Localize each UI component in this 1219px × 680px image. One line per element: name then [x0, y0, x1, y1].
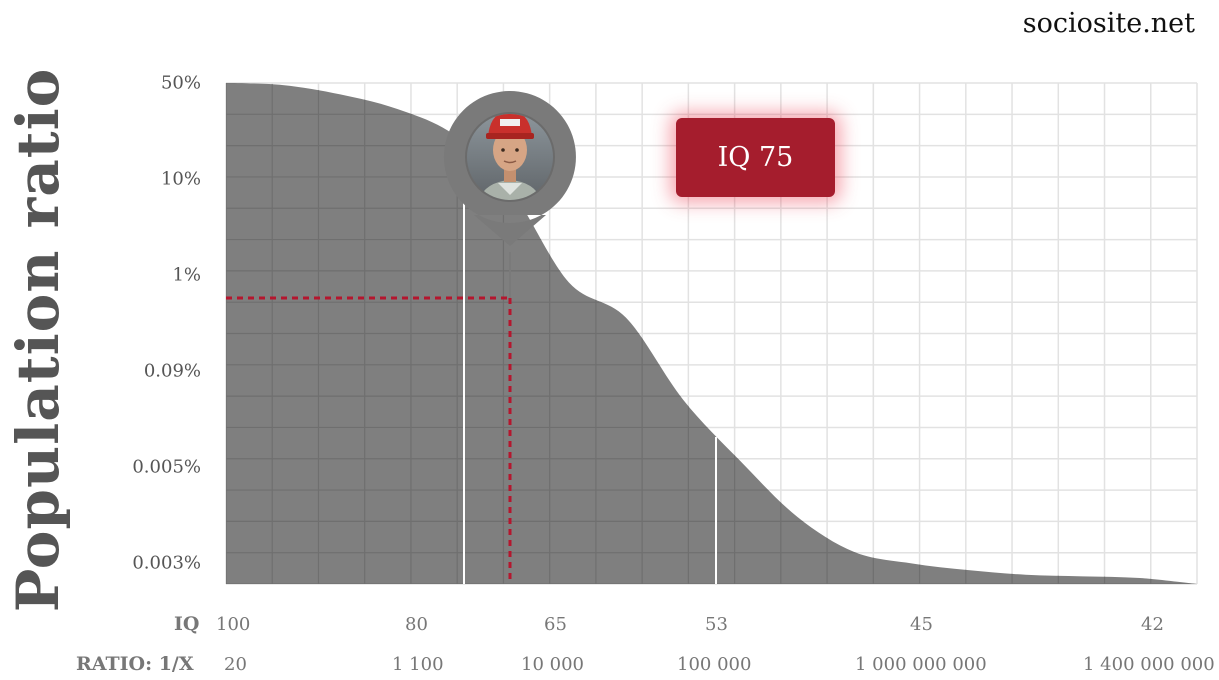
y-tick-label: 50% [160, 72, 201, 94]
y-tick-label: 0.003% [132, 552, 201, 574]
x-row-label-ratio: RATIO: 1/X [76, 653, 194, 675]
reference-lines [463, 141, 717, 584]
site-watermark: sociosite.net [1022, 8, 1195, 39]
x-tick-ratio: 1 400 000 000 [1083, 654, 1215, 675]
y-tick-label: 1% [172, 264, 201, 286]
avatar [467, 114, 553, 200]
y-axis-title: Population ratio [4, 67, 72, 613]
y-tick-label: 0.09% [143, 360, 201, 382]
x-tick-iq: 65 [544, 614, 567, 635]
x-tick-ratio: 100 000 [677, 654, 752, 675]
x-tick-iq: 100 [216, 614, 251, 635]
x-tick-iq: 42 [1141, 614, 1164, 635]
x-tick-ratio: 1 100 [392, 654, 444, 675]
iq-guide-lines [226, 252, 512, 584]
x-tick-iq: 53 [705, 614, 728, 635]
y-tick-label: 10% [160, 168, 201, 190]
x-tick-ratio: 10 000 [521, 654, 584, 675]
y-tick-label: 0.005% [132, 456, 201, 478]
x-tick-iq: 45 [910, 614, 933, 635]
x-tick-ratio: 20 [224, 654, 247, 675]
iq-badge: IQ 75 [676, 118, 835, 197]
x-row-label-iq: IQ [174, 613, 200, 635]
map-pin-marker [443, 91, 576, 246]
x-tick-iq: 80 [405, 614, 428, 635]
x-tick-ratio: 1 000 000 000 [855, 654, 987, 675]
